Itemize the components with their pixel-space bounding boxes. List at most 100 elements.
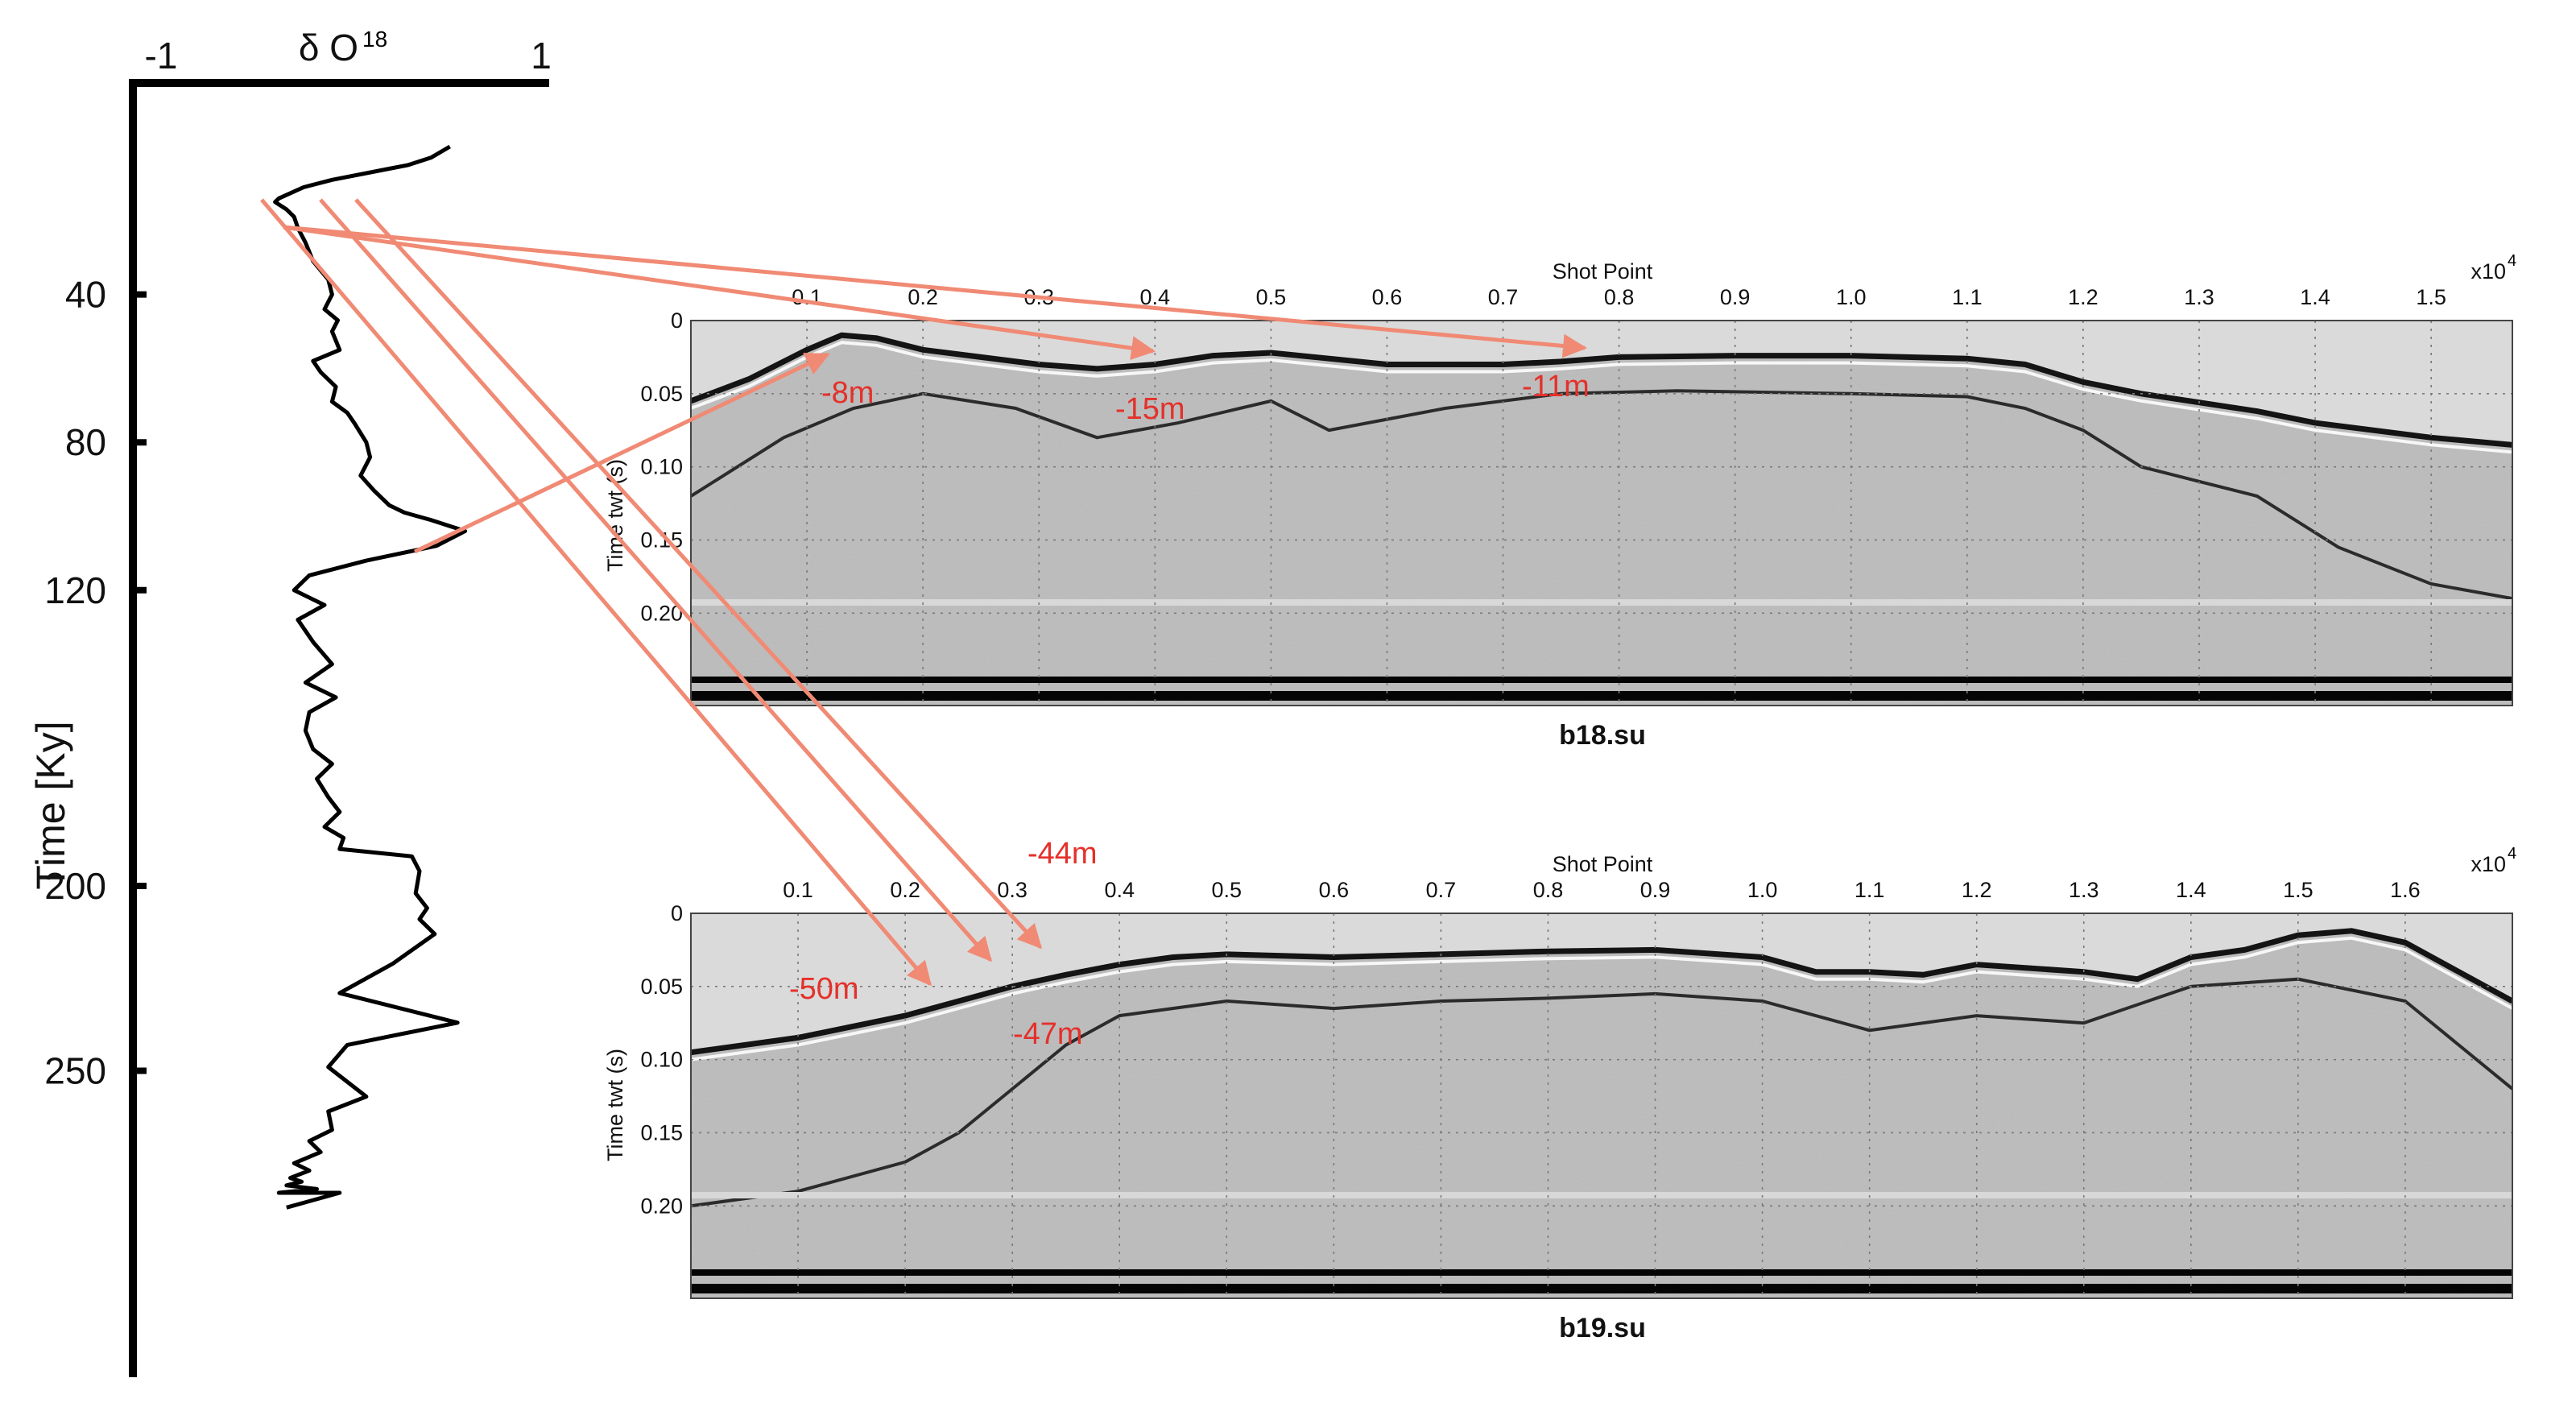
seismic-b19-seafloor — [691, 928, 2512, 1056]
seismic-b18-multiplier-exp: 4 — [2508, 252, 2516, 270]
seismic-b18-base-band2 — [691, 691, 2512, 701]
b18-y-tick-0.10: 0.10 — [640, 455, 683, 479]
seismic-b19-x-ticks: 0.1 0.2 0.3 0.4 0.5 0.6 0.7 0.8 0.9 1.0 1.1 1.2 1.3 1… — [783, 878, 2420, 902]
seismic-b19-grid — [691, 913, 2512, 1298]
b18-x-tick-0.7: 0.7 — [1488, 285, 1519, 309]
seismic-b19-caption: b19.su — [1559, 1313, 1646, 1343]
d18o-chart: -1 1 δ O 18 Time [Ky] 40 80 120 200 250 — [28, 27, 552, 1377]
seismic-b19-water-column — [691, 913, 2512, 1053]
b19-y-tick-0: 0 — [671, 901, 683, 925]
seismic-b19-y-ticks: 0 0.05 0.10 0.15 0.20 — [640, 901, 683, 1218]
b19-y-tick-0.20: 0.20 — [640, 1194, 683, 1218]
b19-x-tick-1.6: 1.6 — [2390, 878, 2421, 902]
b18-y-tick-0: 0 — [671, 308, 683, 333]
seismic-b19-band — [691, 1192, 2512, 1198]
b18-x-tick-0.1: 0.1 — [792, 285, 822, 309]
seismic-panel-b18: Shot Point x10 4 0.1 0.2 0.3 0.4 0.5 0.6 0.7 0.… — [603, 252, 2516, 751]
seismic-b18-seafloor — [691, 332, 2512, 448]
b18-x-tick-0.9: 0.9 — [1720, 285, 1751, 309]
b19-y-tick-0.15: 0.15 — [640, 1120, 683, 1144]
b19-x-tick-1.5: 1.5 — [2283, 878, 2313, 902]
seismic-b19-reflector — [691, 977, 2512, 1208]
seismic-b18-band — [691, 599, 2512, 606]
d18o-x-axis-title-sup: 18 — [362, 27, 387, 52]
d18o-y-ticks: 40 80 120 200 250 — [44, 274, 147, 1092]
b18-x-tick-1.2: 1.2 — [2068, 285, 2098, 309]
d18o-x-axis-title-text: δ O — [299, 27, 358, 68]
b19-x-tick-0.7: 0.7 — [1426, 878, 1457, 902]
depth-labels: -8m -15m -11m -44m -50m -47m — [789, 370, 1590, 1051]
depth-label-8m: -8m — [821, 376, 874, 410]
seismic-b19-multiplier: x10 — [2471, 852, 2506, 876]
seismic-b18-frame — [690, 320, 2513, 706]
seismic-b19-base-band — [691, 1269, 2512, 1276]
seismic-b19-image — [691, 913, 2512, 1298]
arrow-to-b18-11m — [283, 225, 1587, 358]
b19-x-tick-1.1: 1.1 — [1854, 878, 1885, 902]
b19-x-tick-0.4: 0.4 — [1104, 878, 1135, 902]
b18-x-tick-0.8: 0.8 — [1604, 285, 1635, 309]
seismic-b19-multiplier-exp: 4 — [2508, 845, 2516, 863]
b19-x-tick-0.9: 0.9 — [1640, 878, 1671, 902]
b18-x-tick-1.1: 1.1 — [1952, 285, 1983, 309]
b18-x-tick-1.0: 1.0 — [1836, 285, 1867, 309]
d18o-xmax-label: 1 — [531, 35, 552, 77]
seismic-b18-grid — [691, 321, 2512, 706]
b19-x-tick-0.5: 0.5 — [1212, 878, 1243, 902]
d18o-y-tick-label-120: 120 — [44, 569, 106, 611]
b19-x-tick-0.3: 0.3 — [997, 878, 1028, 902]
b19-x-tick-1.4: 1.4 — [2176, 878, 2206, 902]
seismic-b18-y-ticks: 00.050.100.150.20 — [640, 308, 683, 625]
seismic-b18-seafloor-ghost — [691, 341, 2512, 454]
arrow-to-b18-8m — [413, 352, 830, 554]
d18o-x-axis-title: δ O — [299, 27, 358, 68]
d18o-y-axis-title: Time [Ky] — [28, 721, 73, 889]
correlation-arrows — [260, 198, 1587, 987]
depth-label-44m: -44m — [1028, 837, 1098, 871]
seismic-b19-base-band2 — [691, 1284, 2512, 1293]
seismic-b19-y-title: Time twt (s) — [603, 1049, 627, 1161]
seismic-b18-x-ticks: 0.1 0.2 0.3 0.4 0.5 0.6 0.7 0.8 0.9 1.0 1.1 1.2 1.3 1… — [792, 285, 2446, 309]
depth-label-47m: -47m — [1013, 1017, 1083, 1051]
seismic-b18-y-title: Time twt (s) — [603, 459, 627, 572]
d18o-y-tick-label-80: 80 — [65, 421, 106, 463]
b19-x-tick-0.2: 0.2 — [890, 878, 920, 902]
seismic-b18-x-title: Shot Point — [1553, 259, 1653, 283]
seismic-b18-caption: b18.su — [1559, 720, 1646, 751]
seismic-b18-multiplier: x10 — [2471, 259, 2506, 283]
seismic-b19-seafloor-ghost — [691, 936, 2512, 1062]
b19-x-tick-0.1: 0.1 — [783, 878, 813, 902]
b18-x-tick-1.4: 1.4 — [2300, 285, 2330, 309]
depth-label-15m: -15m — [1115, 392, 1185, 426]
d18o-curve — [273, 144, 468, 1210]
b18-x-tick-0.6: 0.6 — [1372, 285, 1403, 309]
b19-x-tick-1.2: 1.2 — [1962, 878, 1992, 902]
seismic-b18-base-band — [691, 677, 2512, 683]
b18-x-tick-0.5: 0.5 — [1256, 285, 1287, 309]
d18o-y-tick-label-200: 200 — [44, 865, 106, 907]
arrow-to-b19-47m — [319, 198, 992, 962]
b19-x-tick-0.6: 0.6 — [1319, 878, 1350, 902]
depth-label-11m: -11m — [1522, 370, 1590, 404]
b19-x-tick-1.3: 1.3 — [2069, 878, 2099, 902]
d18o-y-tick-label-250: 250 — [44, 1050, 106, 1092]
arrow-to-b19-44m — [354, 198, 1043, 950]
b19-y-tick-0.10: 0.10 — [640, 1048, 683, 1072]
seismic-b19-x-title: Shot Point — [1553, 852, 1653, 876]
arrow-to-b18-15m — [283, 225, 1156, 361]
b18-x-tick-1.5: 1.5 — [2416, 285, 2446, 309]
b19-y-tick-0.05: 0.05 — [640, 975, 683, 999]
seismic-b19-frame — [690, 913, 2513, 1299]
depth-label-50m: -50m — [789, 972, 859, 1006]
b19-x-tick-0.8: 0.8 — [1533, 878, 1564, 902]
b19-x-tick-1.0: 1.0 — [1747, 878, 1778, 902]
seismic-panel-b19: Shot Point x10 4 0.1 0.2 0.3 0.4 0.5 0.6 0.7 0.… — [603, 845, 2516, 1343]
b18-y-tick-0.05: 0.05 — [640, 382, 683, 406]
arrow-to-b19-50m — [260, 198, 932, 987]
b18-x-tick-1.3: 1.3 — [2184, 285, 2214, 309]
seismic-b18-image — [691, 321, 2512, 706]
d18o-xmin-label: -1 — [145, 35, 178, 77]
d18o-y-tick-label-40: 40 — [65, 274, 106, 316]
seismic-b18-reflector — [691, 389, 2512, 601]
